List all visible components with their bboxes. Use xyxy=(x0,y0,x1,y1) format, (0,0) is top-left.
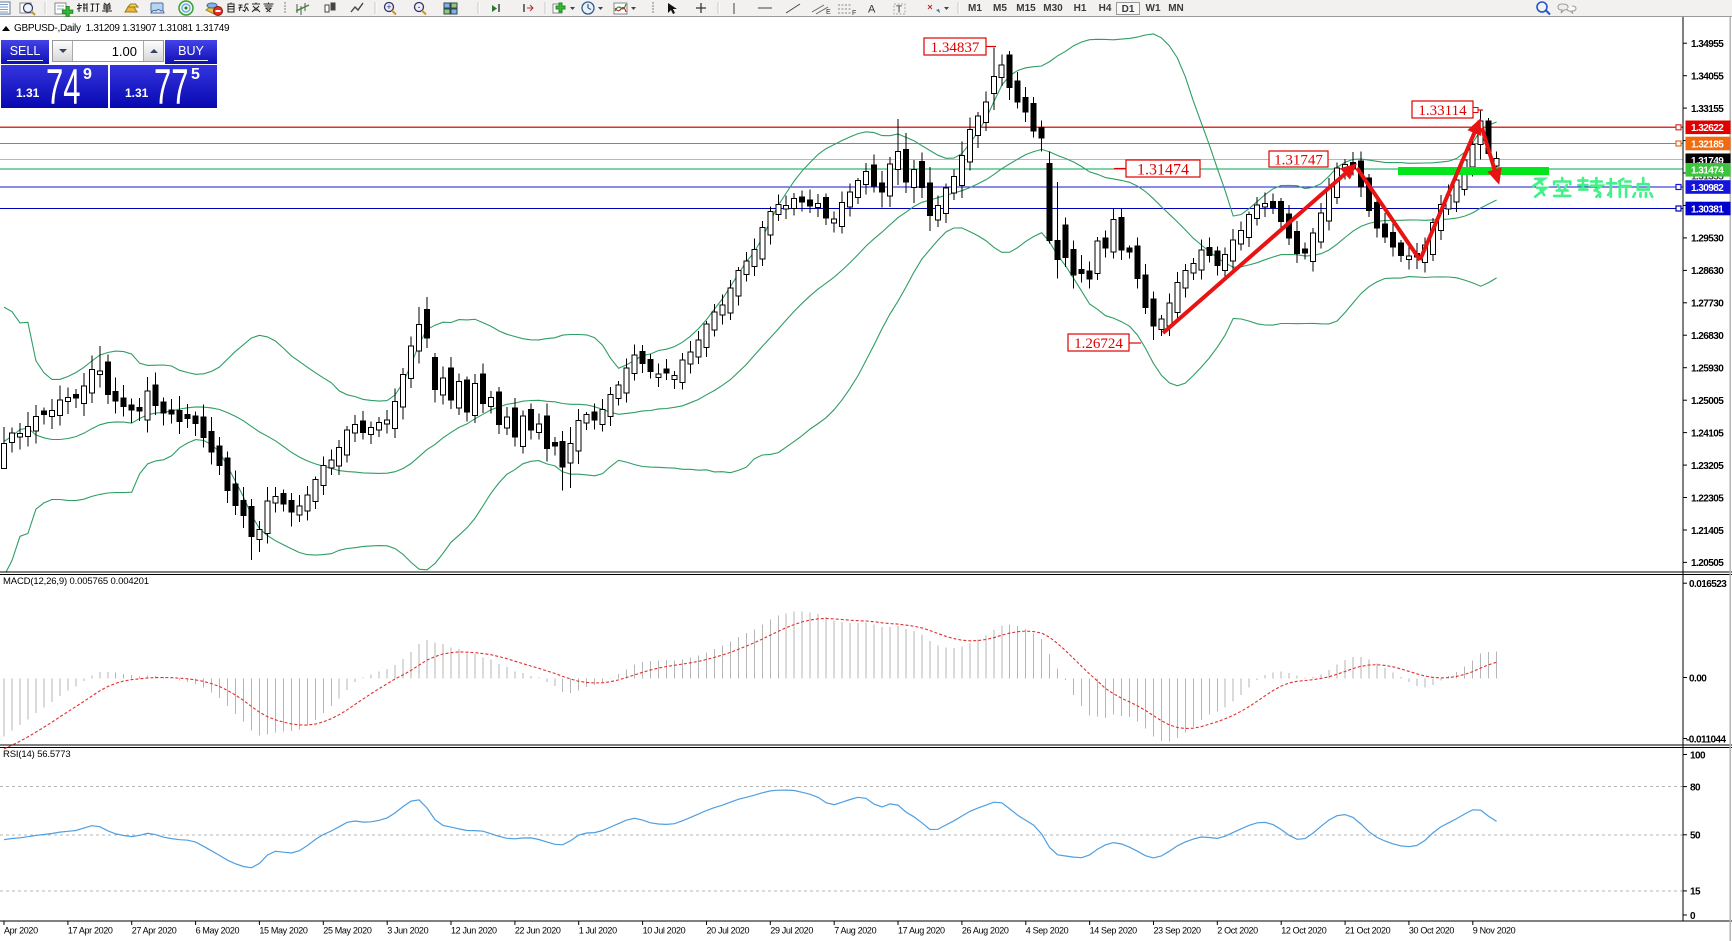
svg-text:+: + xyxy=(386,2,391,12)
svg-text:F: F xyxy=(852,10,856,17)
svg-text:10 Jul 2020: 10 Jul 2020 xyxy=(643,926,686,936)
svg-text:1.26724: 1.26724 xyxy=(1074,336,1123,352)
svg-text:80: 80 xyxy=(1690,782,1701,793)
svg-text:1.27730: 1.27730 xyxy=(1691,299,1724,310)
svg-text:2 Oct 2020: 2 Oct 2020 xyxy=(1217,926,1258,936)
svg-text:17 Aug 2020: 17 Aug 2020 xyxy=(898,926,945,936)
svg-text:1.31474: 1.31474 xyxy=(1137,161,1189,178)
svg-text:1.25930: 1.25930 xyxy=(1691,364,1724,375)
svg-text:15: 15 xyxy=(1690,887,1701,898)
svg-text:50: 50 xyxy=(1690,831,1701,842)
svg-text:12 Oct 2020: 12 Oct 2020 xyxy=(1281,926,1327,936)
svg-text:27 Apr 2020: 27 Apr 2020 xyxy=(132,926,177,936)
svg-text:1.31355: 1.31355 xyxy=(1691,172,1724,183)
svg-text:-0.011044: -0.011044 xyxy=(1686,734,1727,745)
svg-text:1.20505: 1.20505 xyxy=(1691,558,1724,569)
svg-text:1.31474: 1.31474 xyxy=(1691,166,1724,177)
svg-text:0: 0 xyxy=(1690,911,1696,922)
svg-text:1.34955: 1.34955 xyxy=(1691,39,1724,50)
svg-text:1.31749: 1.31749 xyxy=(1691,156,1724,167)
svg-text:1 Jul 2020: 1 Jul 2020 xyxy=(579,926,617,936)
svg-text:20 Jul 2020: 20 Jul 2020 xyxy=(707,926,750,936)
svg-text:1.30381: 1.30381 xyxy=(1691,204,1724,215)
svg-text:14 Sep 2020: 14 Sep 2020 xyxy=(1090,926,1138,936)
svg-text:1.31747: 1.31747 xyxy=(1274,152,1323,168)
svg-text:A: A xyxy=(868,4,876,16)
svg-text:12 Jun 2020: 12 Jun 2020 xyxy=(451,926,497,936)
svg-text:21 Oct 2020: 21 Oct 2020 xyxy=(1345,926,1391,936)
svg-text:1.34055: 1.34055 xyxy=(1691,72,1724,83)
svg-text:1.25005: 1.25005 xyxy=(1691,396,1724,407)
svg-text:Apr 2020: Apr 2020 xyxy=(4,926,38,936)
svg-text:T: T xyxy=(896,5,902,16)
svg-text:0.016523: 0.016523 xyxy=(1689,579,1727,590)
svg-text:6 May 2020: 6 May 2020 xyxy=(196,926,240,936)
svg-text:25 May 2020: 25 May 2020 xyxy=(323,926,372,936)
svg-text:23 Sep 2020: 23 Sep 2020 xyxy=(1154,926,1202,936)
svg-text:1.29530: 1.29530 xyxy=(1691,234,1724,245)
svg-text:4 Sep 2020: 4 Sep 2020 xyxy=(1026,926,1069,936)
svg-text:1.28630: 1.28630 xyxy=(1691,266,1724,277)
svg-text:22 Jun 2020: 22 Jun 2020 xyxy=(515,926,561,936)
svg-text:1.22305: 1.22305 xyxy=(1691,493,1724,504)
svg-text:29 Jul 2020: 29 Jul 2020 xyxy=(770,926,813,936)
svg-text:9 Nov 2020: 9 Nov 2020 xyxy=(1473,926,1516,936)
svg-text:1.30982: 1.30982 xyxy=(1691,183,1724,194)
svg-text:1.33114: 1.33114 xyxy=(1418,103,1467,119)
svg-text:26 Aug 2020: 26 Aug 2020 xyxy=(962,926,1009,936)
svg-text:30 Oct 2020: 30 Oct 2020 xyxy=(1409,926,1455,936)
svg-text:100: 100 xyxy=(1690,750,1706,761)
svg-text:15 May 2020: 15 May 2020 xyxy=(259,926,308,936)
svg-text:3 Jun 2020: 3 Jun 2020 xyxy=(387,926,428,936)
svg-text:1.24105: 1.24105 xyxy=(1691,428,1724,439)
svg-text:1.32622: 1.32622 xyxy=(1691,123,1724,134)
svg-text:1.34837: 1.34837 xyxy=(931,40,980,56)
svg-text:1.26830: 1.26830 xyxy=(1691,331,1724,342)
svg-text:MACD(12,26,9) 0.005765 0.00420: MACD(12,26,9) 0.005765 0.004201 xyxy=(3,576,149,587)
svg-text:RSI(14) 56.5773: RSI(14) 56.5773 xyxy=(3,749,70,760)
svg-text:-: - xyxy=(418,2,421,12)
svg-text:E: E xyxy=(826,9,831,16)
svg-text:1.21405: 1.21405 xyxy=(1691,526,1724,537)
svg-text:1.33155: 1.33155 xyxy=(1691,104,1724,115)
svg-text:0.00: 0.00 xyxy=(1689,673,1707,684)
svg-text:7 Aug 2020: 7 Aug 2020 xyxy=(834,926,876,936)
svg-text:17 Apr 2020: 17 Apr 2020 xyxy=(68,926,113,936)
svg-text:1.23205: 1.23205 xyxy=(1691,461,1724,472)
svg-text:1.32185: 1.32185 xyxy=(1691,139,1724,150)
